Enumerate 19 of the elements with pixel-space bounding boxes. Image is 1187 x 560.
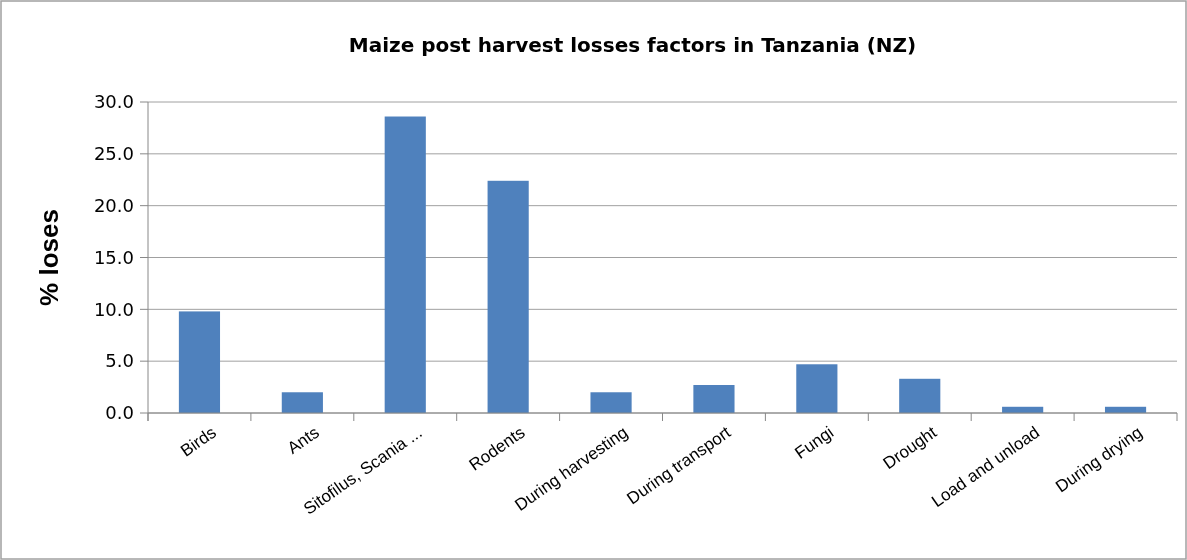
y-tick-label: 20.0 <box>93 194 134 216</box>
x-tick-label: Birds <box>177 422 220 461</box>
y-tick-label: 5.0 <box>105 350 134 372</box>
bar <box>384 116 426 413</box>
bar <box>281 392 323 413</box>
y-tick-label: 25.0 <box>93 143 134 165</box>
bar <box>796 364 838 413</box>
bar <box>487 180 529 413</box>
y-tick-label: 15.0 <box>93 246 134 268</box>
y-axis-title: % loses <box>34 209 64 306</box>
bar <box>693 385 735 413</box>
bar <box>590 392 632 413</box>
bar <box>899 378 941 413</box>
y-tick-label: 10.0 <box>93 298 134 320</box>
bar <box>178 311 221 413</box>
y-tick-label: 30.0 <box>93 91 134 113</box>
y-tick-label: 0.0 <box>105 402 134 424</box>
chart-title: Maize post harvest losses factors in Tanzania (NZ) <box>348 33 917 57</box>
x-tick-label: Ants <box>283 422 323 458</box>
